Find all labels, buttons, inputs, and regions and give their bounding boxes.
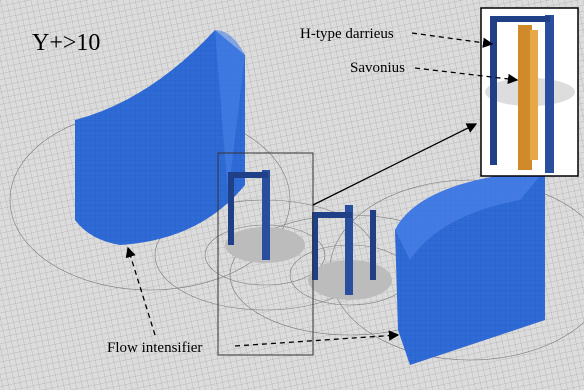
figure: Y+>10 H-type darrieus Savonius Flow inte… xyxy=(0,0,584,390)
y-plus-label: Y+>10 xyxy=(32,30,100,56)
flow-intensifier-label: Flow intensifier xyxy=(107,340,202,356)
h-type-label: H-type darrieus xyxy=(300,26,394,42)
savonius-label: Savonius xyxy=(350,60,405,76)
